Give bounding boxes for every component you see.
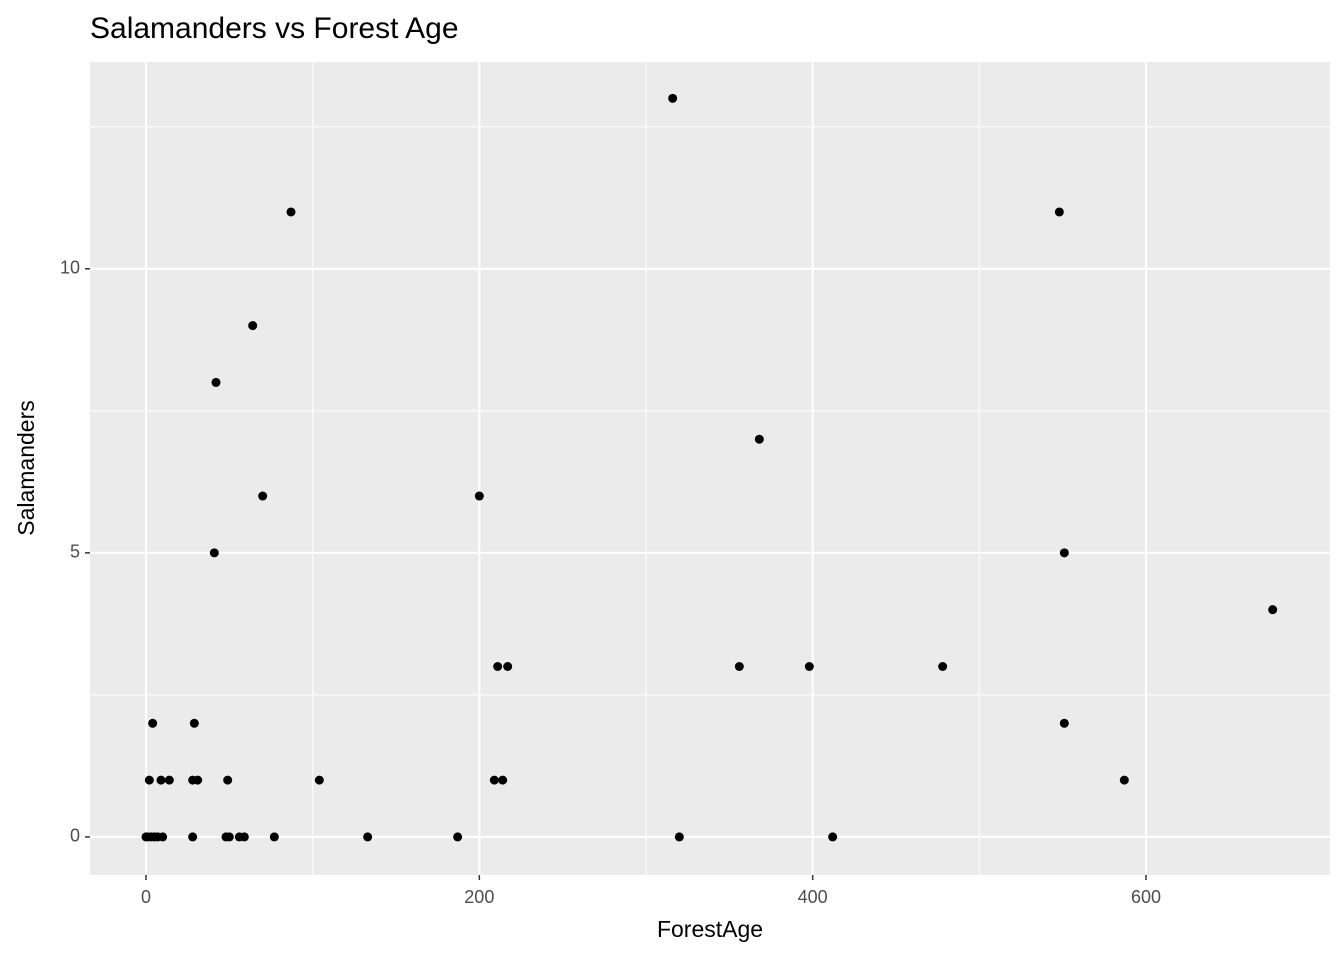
point (239, 832, 249, 842)
point (189, 718, 199, 728)
point (223, 775, 233, 785)
point (453, 832, 463, 842)
point (248, 321, 258, 331)
point (193, 775, 203, 785)
point (211, 377, 221, 387)
point (314, 775, 324, 785)
x-axis-title: ForestAge (657, 916, 763, 942)
point (1119, 775, 1129, 785)
point (474, 491, 484, 501)
point (1059, 548, 1069, 558)
point (668, 93, 678, 103)
chart-title: Salamanders vs Forest Age (90, 12, 459, 45)
y-axis-title: Salamanders (13, 400, 39, 536)
point (148, 718, 158, 728)
point (1059, 718, 1069, 728)
point (286, 207, 296, 217)
point (493, 661, 503, 671)
y-tick-label: 5 (70, 542, 80, 562)
y-tick-label: 0 (70, 826, 80, 846)
point (269, 832, 279, 842)
point (144, 775, 154, 785)
y-tick-label: 10 (60, 258, 80, 278)
x-tick-label: 400 (798, 887, 828, 907)
x-tick-label: 200 (464, 887, 494, 907)
point (503, 661, 513, 671)
point (224, 832, 234, 842)
point (498, 775, 508, 785)
point (156, 775, 166, 785)
point (754, 434, 764, 444)
point (734, 661, 744, 671)
point (363, 832, 373, 842)
point (188, 832, 198, 842)
panel (90, 62, 1330, 875)
point (1054, 207, 1064, 217)
point (158, 832, 168, 842)
point (258, 491, 268, 501)
x-tick-label: 0 (141, 887, 151, 907)
x-tick-label: 600 (1131, 887, 1161, 907)
point (489, 775, 499, 785)
point (164, 775, 174, 785)
point (938, 661, 948, 671)
point (828, 832, 838, 842)
point (804, 661, 814, 671)
point (209, 548, 219, 558)
point (674, 832, 684, 842)
point (1268, 605, 1278, 615)
